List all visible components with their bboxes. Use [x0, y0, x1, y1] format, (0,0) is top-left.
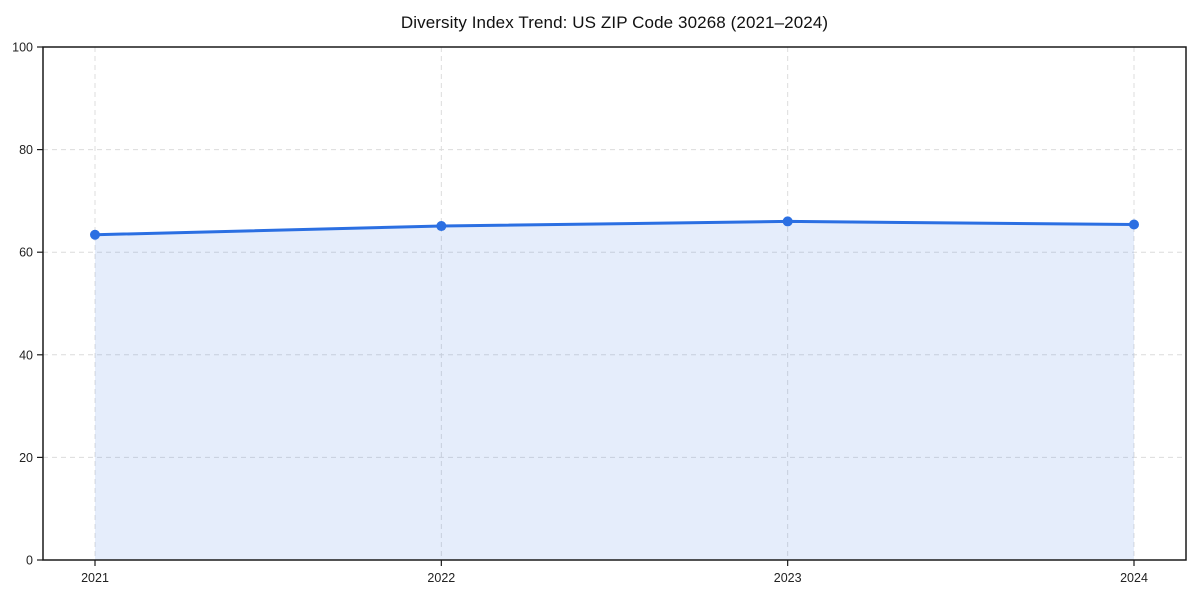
- gridlines: [43, 47, 1186, 560]
- data-point: [782, 216, 793, 227]
- x-tick-label: 2022: [427, 571, 455, 585]
- trend-line: [93, 219, 1136, 237]
- data-point: [1129, 219, 1139, 230]
- chart-title: Diversity Index Trend: US ZIP Code 30268…: [400, 13, 829, 32]
- y-tick-label: 0: [26, 554, 33, 568]
- x-tick-label: 2023: [774, 571, 802, 585]
- area-fill: [95, 221, 1134, 561]
- y-tick-label: 40: [19, 348, 33, 362]
- data-point: [90, 229, 100, 240]
- plot-frame: [42, 46, 1187, 561]
- data-point: [436, 221, 447, 232]
- y-tick-label: 100: [12, 41, 33, 55]
- x-tick-label: 2024: [1120, 571, 1148, 585]
- x-tick-label: 2021: [81, 571, 109, 585]
- y-tick-label: 20: [19, 451, 33, 465]
- y-tick-label: 80: [19, 143, 33, 157]
- y-tick-label: 60: [19, 246, 33, 260]
